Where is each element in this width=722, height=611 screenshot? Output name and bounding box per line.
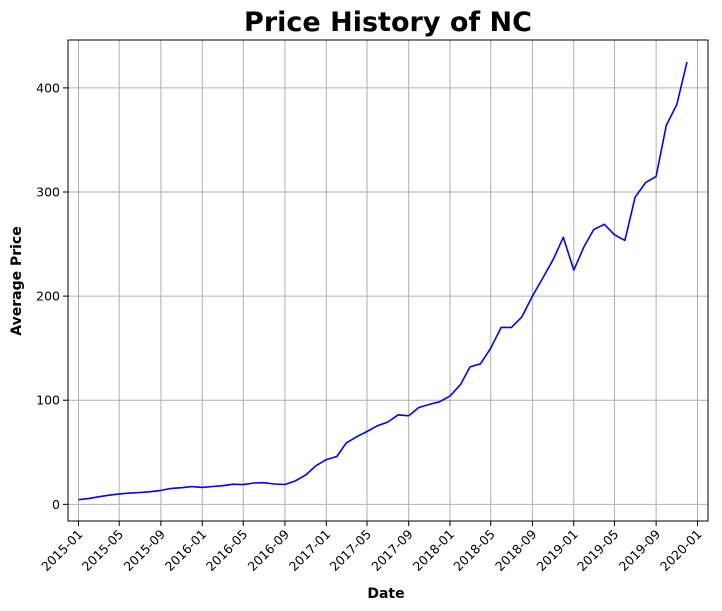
- y-tick-label: 400: [36, 80, 60, 95]
- grid-lines: [68, 40, 708, 521]
- x-tick-label: 2016-01: [162, 527, 210, 575]
- y-tick-label: 200: [36, 289, 60, 304]
- y-axis-ticks: 0 100 200 300 400: [36, 80, 68, 512]
- x-tick-label: 2017-01: [286, 527, 334, 575]
- x-tick-label: 2019-01: [533, 527, 581, 575]
- plot-frame: [67, 39, 709, 522]
- y-tick-label: 300: [36, 185, 60, 200]
- x-tick-label: 2015-05: [79, 527, 127, 575]
- x-tick-label: 2018-05: [450, 527, 498, 575]
- series-layer: [78, 61, 688, 501]
- x-tick-label: 2017-09: [368, 526, 416, 574]
- x-tick-label: 2015-09: [120, 526, 168, 574]
- x-tick-label: 2019-09: [616, 526, 664, 574]
- y-tick-label: 0: [52, 497, 60, 512]
- y-axis-label: Average Price: [9, 226, 25, 335]
- x-tick-label: 2016-09: [245, 526, 293, 574]
- x-tick-label: 2018-01: [410, 527, 458, 575]
- y-tick-label: 100: [36, 393, 60, 408]
- chart-title: Price History of NC: [244, 7, 532, 38]
- x-axis-ticks: 2015-012015-052015-092016-012016-052016-…: [38, 521, 705, 574]
- x-tick-label: 2017-05: [327, 527, 375, 575]
- x-axis-label: Date: [367, 586, 404, 602]
- x-tick-label: 2016-05: [203, 527, 251, 575]
- x-tick-label: 2018-09: [492, 526, 540, 574]
- x-tick-label: 2020-01: [657, 527, 705, 575]
- x-tick-label: 2019-05: [574, 527, 622, 575]
- price-line: [78, 61, 688, 501]
- x-tick-label: 2015-01: [38, 527, 86, 575]
